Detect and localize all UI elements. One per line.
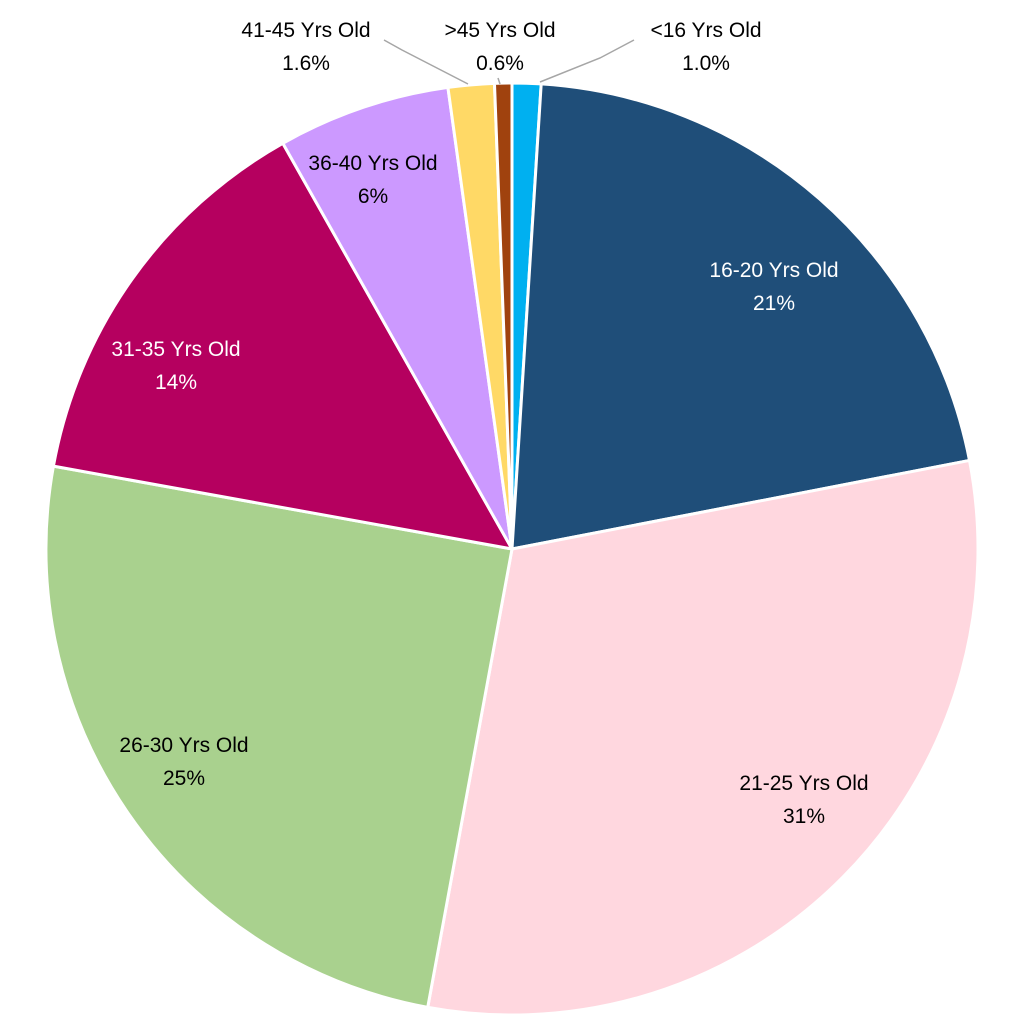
- pie-slice-21-25-yrs-old: [426, 458, 980, 1017]
- slice-label-36-40-yrs-old: 36-40 Yrs Old: [308, 152, 437, 175]
- slice-label-21-25-yrs-old: 21-25 Yrs Old: [739, 772, 868, 795]
- slice-value-16-20-yrs-old: 21%: [753, 292, 795, 315]
- slice-label-under-16-yrs-old: <16 Yrs Old: [650, 19, 761, 42]
- pie-slice-over-45-yrs-old: [492, 81, 514, 551]
- slice-value-under-16-yrs-old: 1.0%: [682, 52, 730, 75]
- pie-slices: [44, 81, 980, 1017]
- pie-slice-26-30-yrs-old: [44, 464, 514, 1009]
- pie-slice-36-40-yrs-old: [281, 85, 514, 551]
- slice-value-over-45-yrs-old: 0.6%: [476, 52, 524, 75]
- slice-label-26-30-yrs-old: 26-30 Yrs Old: [119, 734, 248, 757]
- slice-label-over-45-yrs-old: >45 Yrs Old: [444, 19, 555, 42]
- leader-line-under-16-yrs-old: [539, 39, 635, 83]
- slice-value-26-30-yrs-old: 25%: [163, 767, 205, 790]
- slice-label-16-20-yrs-old: 16-20 Yrs Old: [709, 259, 838, 282]
- slice-value-41-45-yrs-old: 1.6%: [282, 52, 330, 75]
- slice-labels: <16 Yrs Old 1.0% 16-20 Yrs Old 21% 21-25 Yrs…: [111, 19, 868, 828]
- leader-lines: [383, 39, 635, 85]
- slice-value-36-40-yrs-old: 6%: [358, 185, 388, 208]
- leader-line-over-45-yrs-old: [497, 77, 501, 85]
- pie-slice-31-35-yrs-old: [51, 141, 514, 551]
- pie-slice-16-20-yrs-old: [510, 82, 972, 551]
- slice-value-21-25-yrs-old: 31%: [783, 805, 825, 828]
- slice-value-31-35-yrs-old: 14%: [155, 371, 197, 394]
- leader-line-41-45-yrs-old: [383, 39, 469, 85]
- slice-label-41-45-yrs-old: 41-45 Yrs Old: [241, 19, 370, 42]
- slice-label-31-35-yrs-old: 31-35 Yrs Old: [111, 338, 240, 361]
